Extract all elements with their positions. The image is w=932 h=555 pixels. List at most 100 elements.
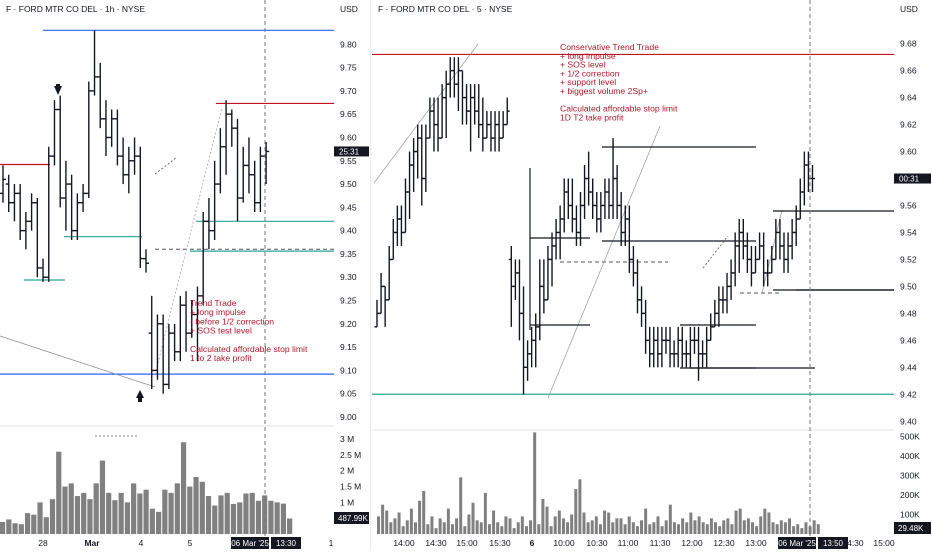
ohlc-bar[interactable] bbox=[34, 198, 41, 278]
ohlc-bar[interactable] bbox=[245, 137, 252, 194]
ohlc-bar[interactable] bbox=[659, 326, 665, 368]
volume-bar[interactable] bbox=[627, 516, 631, 534]
volume-bar[interactable] bbox=[385, 510, 389, 534]
ohlc-bar[interactable] bbox=[464, 84, 470, 125]
ohlc-bar[interactable] bbox=[537, 259, 543, 341]
volume-bar[interactable] bbox=[31, 514, 37, 534]
ohlc-bar[interactable] bbox=[211, 160, 218, 240]
volume-bar[interactable] bbox=[243, 493, 249, 534]
ohlc-bar[interactable] bbox=[125, 146, 132, 194]
volume-bar[interactable] bbox=[18, 524, 24, 534]
volume-bar[interactable] bbox=[422, 491, 426, 534]
ohlc-bar[interactable] bbox=[643, 299, 649, 354]
volume-bar[interactable] bbox=[656, 516, 660, 534]
volume-bar[interactable] bbox=[249, 492, 255, 534]
ohlc-bar[interactable] bbox=[590, 178, 596, 219]
volume-bar[interactable] bbox=[377, 516, 380, 534]
ohlc-bar[interactable] bbox=[177, 295, 184, 362]
volume-bar[interactable] bbox=[479, 522, 483, 534]
volume-bar[interactable] bbox=[533, 432, 537, 534]
volume-bar[interactable] bbox=[689, 512, 693, 534]
volume-bar[interactable] bbox=[672, 522, 676, 534]
volume-bar[interactable] bbox=[496, 522, 500, 534]
volume-bar[interactable] bbox=[43, 517, 49, 534]
volume-bar[interactable] bbox=[193, 477, 199, 534]
volume-bar[interactable] bbox=[389, 522, 393, 534]
volume-bar[interactable] bbox=[668, 504, 672, 534]
volume-bar[interactable] bbox=[767, 512, 771, 534]
volume-bar[interactable] bbox=[438, 518, 442, 534]
volume-bar[interactable] bbox=[168, 492, 174, 534]
volume-bar[interactable] bbox=[6, 519, 12, 534]
ohlc-bar[interactable] bbox=[809, 165, 815, 193]
volume-bar[interactable] bbox=[430, 516, 434, 534]
volume-bar[interactable] bbox=[619, 518, 623, 534]
volume-bar[interactable] bbox=[112, 500, 118, 534]
volume-bar[interactable] bbox=[730, 524, 734, 534]
volume-bar[interactable] bbox=[516, 522, 520, 534]
volume-bar[interactable] bbox=[520, 516, 524, 534]
ohlc-bar[interactable] bbox=[781, 232, 787, 273]
ohlc-bar[interactable] bbox=[234, 118, 241, 222]
ohlc-bar[interactable] bbox=[675, 326, 681, 368]
ohlc-bar[interactable] bbox=[378, 272, 384, 315]
volume-bar[interactable] bbox=[615, 518, 619, 534]
ohlc-bar[interactable] bbox=[11, 184, 18, 222]
volume-bar[interactable] bbox=[590, 520, 594, 534]
volume-bar[interactable] bbox=[187, 486, 193, 534]
volume-bar[interactable] bbox=[578, 479, 582, 534]
volume-bar[interactable] bbox=[553, 516, 557, 534]
volume-bar[interactable] bbox=[504, 516, 508, 534]
ohlc-bar[interactable] bbox=[606, 178, 612, 219]
volume-bar[interactable] bbox=[677, 524, 681, 534]
ohlc-bar[interactable] bbox=[569, 178, 575, 233]
volume-bar[interactable] bbox=[397, 512, 401, 534]
ohlc-bar[interactable] bbox=[143, 249, 149, 273]
ohlc-bar[interactable] bbox=[443, 70, 449, 139]
ohlc-bar[interactable] bbox=[188, 300, 195, 338]
volume-bar[interactable] bbox=[137, 493, 143, 534]
volume-bar[interactable] bbox=[603, 510, 607, 534]
volume-bar[interactable] bbox=[93, 483, 99, 534]
volume-bar[interactable] bbox=[808, 526, 812, 534]
volume-bar[interactable] bbox=[81, 492, 87, 534]
ohlc-bar[interactable] bbox=[217, 128, 224, 194]
ohlc-bar[interactable] bbox=[251, 160, 258, 213]
ohlc-bar[interactable] bbox=[45, 146, 52, 282]
volume-bar[interactable] bbox=[268, 500, 274, 534]
volume-bar[interactable] bbox=[87, 499, 93, 534]
volume-bar[interactable] bbox=[274, 502, 280, 534]
ohlc-bar[interactable] bbox=[529, 326, 535, 368]
volume-bar[interactable] bbox=[512, 528, 516, 534]
ohlc-bar[interactable] bbox=[57, 95, 64, 208]
volume-bar[interactable] bbox=[705, 524, 709, 534]
volume-bar[interactable] bbox=[759, 516, 763, 534]
ohlc-bar[interactable] bbox=[512, 259, 518, 300]
ohlc-bar[interactable] bbox=[521, 286, 527, 395]
ohlc-bar[interactable] bbox=[435, 97, 441, 152]
volume-bar[interactable] bbox=[783, 522, 787, 534]
volume-bar[interactable] bbox=[413, 522, 417, 534]
ohlc-bar[interactable] bbox=[740, 218, 746, 260]
ohlc-bar[interactable] bbox=[120, 137, 127, 185]
volume-bar[interactable] bbox=[738, 508, 742, 534]
volume-bar[interactable] bbox=[0, 521, 6, 534]
volume-bar[interactable] bbox=[582, 512, 586, 534]
ohlc-bar[interactable] bbox=[801, 151, 807, 206]
volume-bar[interactable] bbox=[611, 522, 615, 534]
volume-bar[interactable] bbox=[792, 526, 796, 534]
volume-bar[interactable] bbox=[718, 526, 722, 534]
ohlc-bar[interactable] bbox=[565, 178, 571, 219]
ohlc-bar[interactable] bbox=[394, 205, 400, 246]
volume-bar[interactable] bbox=[697, 516, 701, 534]
volume-bar[interactable] bbox=[529, 520, 533, 534]
volume-bar[interactable] bbox=[180, 442, 187, 534]
ohlc-bar[interactable] bbox=[533, 313, 539, 368]
volume-bar[interactable] bbox=[607, 512, 611, 534]
ohlc-bar[interactable] bbox=[634, 259, 640, 314]
ohlc-bar[interactable] bbox=[704, 326, 710, 368]
volume-bar[interactable] bbox=[405, 520, 409, 534]
ohlc-bar[interactable] bbox=[626, 205, 632, 273]
volume-bar[interactable] bbox=[800, 528, 804, 534]
ohlc-bar[interactable] bbox=[0, 165, 6, 203]
